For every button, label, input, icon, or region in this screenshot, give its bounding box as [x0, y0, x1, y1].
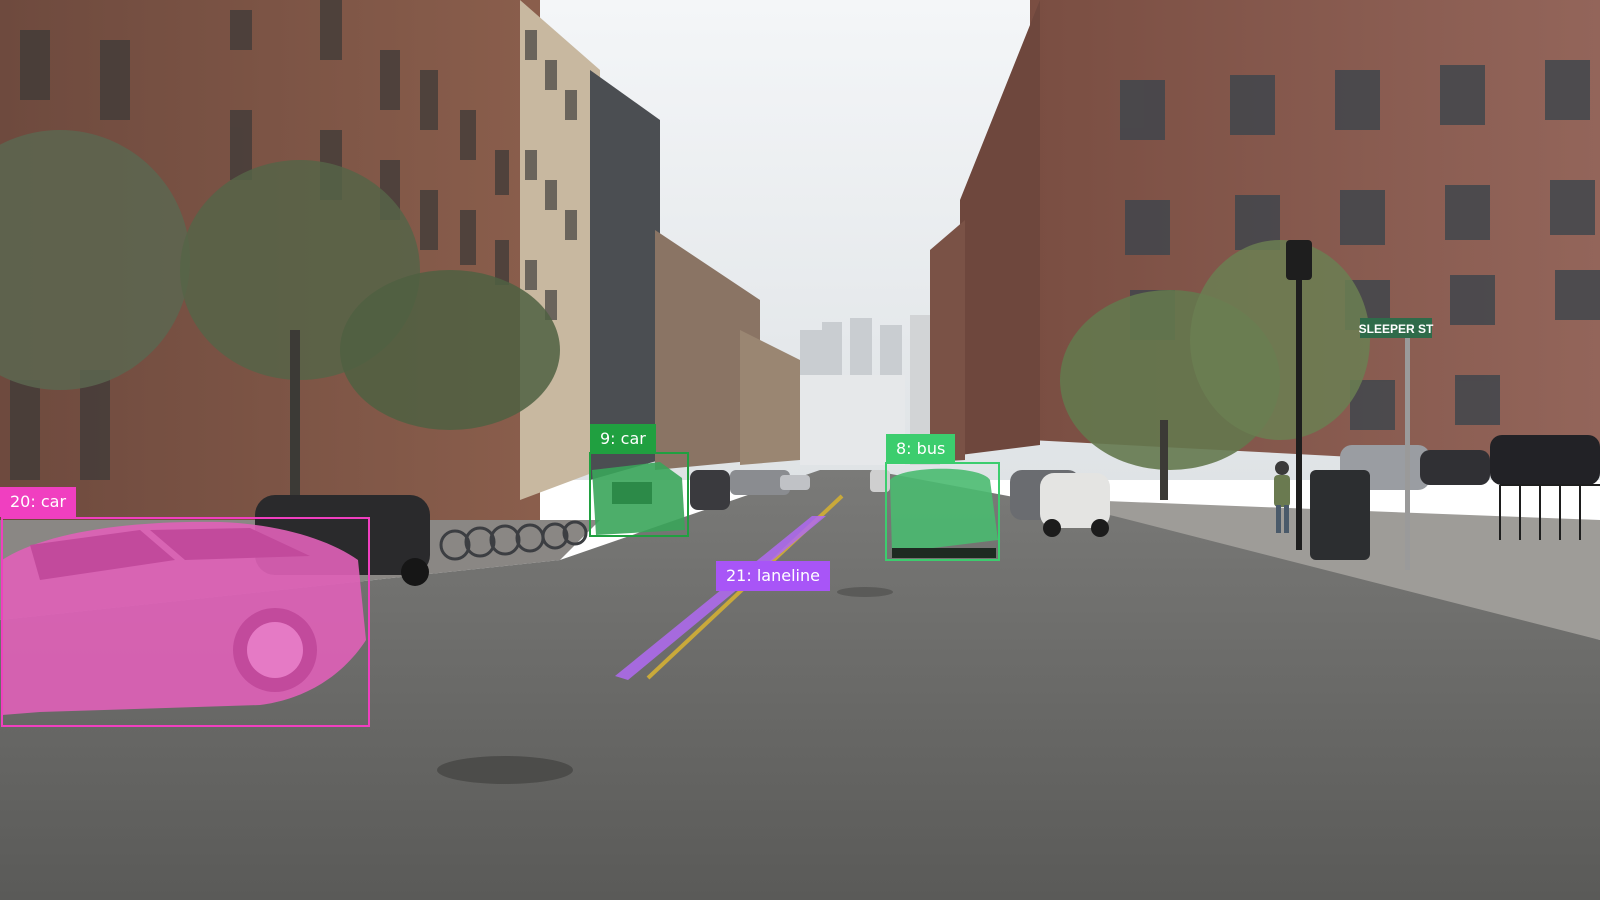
manhole-cover-small	[837, 587, 893, 597]
street-trees	[0, 130, 1370, 520]
annotation-8-bus-mask	[890, 468, 998, 558]
annotation-21-label: 21: laneline	[716, 561, 830, 591]
annotation-9-car-mask	[592, 462, 685, 535]
annotation-20-label: 20: car	[0, 487, 77, 517]
sign-post	[1405, 330, 1410, 570]
annotation-20-car-mask	[2, 521, 366, 715]
right-buildings	[930, 0, 1600, 470]
road	[0, 470, 1600, 900]
street-sign	[1360, 318, 1432, 338]
annotation-20-car-box	[1, 517, 370, 727]
manhole-cover	[437, 756, 573, 784]
annotation-9-label: 9: car	[590, 424, 656, 454]
lamp-post	[1286, 240, 1312, 550]
pedestrian	[1274, 461, 1290, 533]
street-sign-text: SLEEPER ST	[1359, 322, 1434, 336]
right-sidewalk	[1080, 500, 1600, 640]
fence	[1499, 484, 1600, 540]
annotation-8-label: 8: bus	[886, 434, 956, 464]
bike-rack	[439, 520, 588, 561]
annotation-21-laneline-mask	[615, 516, 826, 680]
mailbox	[1310, 470, 1370, 560]
